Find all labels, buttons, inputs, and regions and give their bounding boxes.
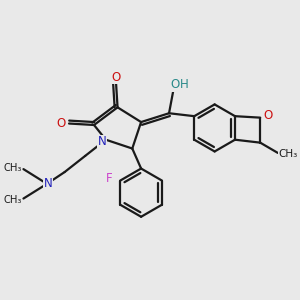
Text: O: O xyxy=(112,71,121,84)
Text: O: O xyxy=(170,78,179,91)
Text: O: O xyxy=(264,109,273,122)
Text: N: N xyxy=(44,177,52,190)
Text: N: N xyxy=(98,135,106,148)
Text: F: F xyxy=(106,172,112,185)
Text: CH₃: CH₃ xyxy=(3,195,22,205)
Text: H: H xyxy=(180,78,189,91)
Text: CH₃: CH₃ xyxy=(3,163,22,172)
Text: O: O xyxy=(56,117,65,130)
Text: CH₃: CH₃ xyxy=(278,149,298,159)
